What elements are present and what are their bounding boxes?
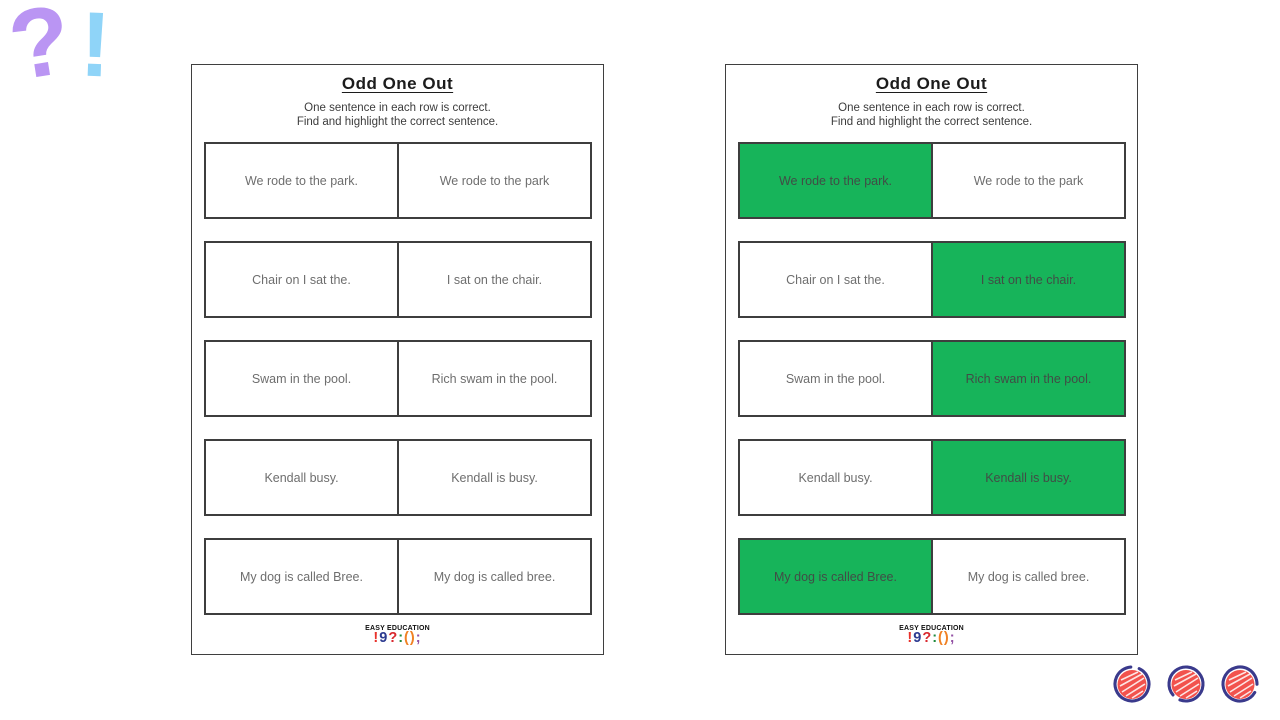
- brand-punctuation-icon: !9?:();: [907, 630, 956, 646]
- instructions: One sentence in each row is correct. Fin…: [192, 101, 603, 129]
- sentence-cell: My dog is called bree.: [967, 569, 1090, 584]
- sentence-cell: Kendall busy.: [740, 441, 933, 514]
- instructions-line: Find and highlight the correct sentence.: [296, 116, 499, 128]
- scribble-circle-icon: [1113, 665, 1151, 703]
- worksheet-page-blank: Odd One Out One sentence in each row is …: [191, 64, 604, 655]
- decorative-punctuation: ? !: [2, 0, 113, 101]
- sentence-cell: We rode to the park: [439, 173, 550, 188]
- sentence-row: My dog is called Bree. My dog is called …: [204, 538, 592, 615]
- sentence-cell: Rich swam in the pool.: [933, 342, 1124, 415]
- sentence-cell: Swam in the pool.: [206, 342, 399, 415]
- scribble-circle-icon: [1167, 665, 1205, 703]
- brand-name: EASY EDUCATION: [899, 625, 964, 632]
- sentence-cell: My dog is called Bree.: [740, 540, 933, 613]
- sentence-row: Chair on I sat the. I sat on the chair.: [204, 241, 592, 318]
- sentence-cell: Chair on I sat the.: [740, 243, 933, 316]
- sentence-row: We rode to the park. We rode to the park: [204, 142, 592, 219]
- sentence-cell: Kendall busy.: [206, 441, 399, 514]
- instructions: One sentence in each row is correct. Fin…: [726, 101, 1137, 129]
- sentence-row: Kendall busy. Kendall is busy.: [204, 439, 592, 516]
- sentence-row: Swam in the pool. Rich swam in the pool.: [204, 340, 592, 417]
- sentence-cell: Kendall is busy.: [933, 441, 1124, 514]
- sentence-row: Kendall busy. Kendall is busy.: [738, 439, 1126, 516]
- sentence-cell: We rode to the park: [973, 173, 1084, 188]
- brand-punctuation-icon: !9?:();: [373, 630, 422, 646]
- sentence-cell: We rode to the park.: [740, 144, 933, 217]
- sentence-rows: We rode to the park. We rode to the park…: [738, 142, 1126, 637]
- publisher-logo: EASY EDUCATION !9?:();: [726, 625, 1137, 645]
- sentence-rows: We rode to the park. We rode to the park…: [204, 142, 592, 637]
- sentence-cell: I sat on the chair.: [933, 243, 1124, 316]
- sentence-cell: Kendall is busy.: [451, 470, 538, 485]
- instructions-line: Find and highlight the correct sentence.: [830, 116, 1033, 128]
- brand-name: EASY EDUCATION: [365, 625, 430, 632]
- publisher-logo: EASY EDUCATION !9?:();: [192, 625, 603, 645]
- page-title: Odd One Out: [341, 74, 454, 93]
- instructions-line: One sentence in each row is correct.: [838, 102, 1025, 114]
- sentence-cell: Swam in the pool.: [740, 342, 933, 415]
- sentence-cell: My dog is called Bree.: [206, 540, 399, 613]
- sentence-cell: Chair on I sat the.: [206, 243, 399, 316]
- sentence-cell: I sat on the chair.: [446, 272, 543, 287]
- question-mark-icon: ?: [1, 0, 79, 102]
- sentence-cell: Rich swam in the pool.: [431, 371, 558, 386]
- worksheet-page-answers: Odd One Out One sentence in each row is …: [725, 64, 1138, 655]
- scribble-circle-icon: [1221, 665, 1259, 703]
- instructions-line: One sentence in each row is correct.: [304, 102, 491, 114]
- sentence-row: Swam in the pool. Rich swam in the pool.: [738, 340, 1126, 417]
- sentence-row: We rode to the park. We rode to the park: [738, 142, 1126, 219]
- sentence-row: My dog is called Bree. My dog is called …: [738, 538, 1126, 615]
- sentence-cell: My dog is called bree.: [433, 569, 556, 584]
- sentence-row: Chair on I sat the. I sat on the chair.: [738, 241, 1126, 318]
- scribble-stamps: [1112, 664, 1260, 704]
- sentence-cell: We rode to the park.: [206, 144, 399, 217]
- exclamation-mark-icon: !: [78, 0, 113, 97]
- page-title: Odd One Out: [875, 74, 988, 93]
